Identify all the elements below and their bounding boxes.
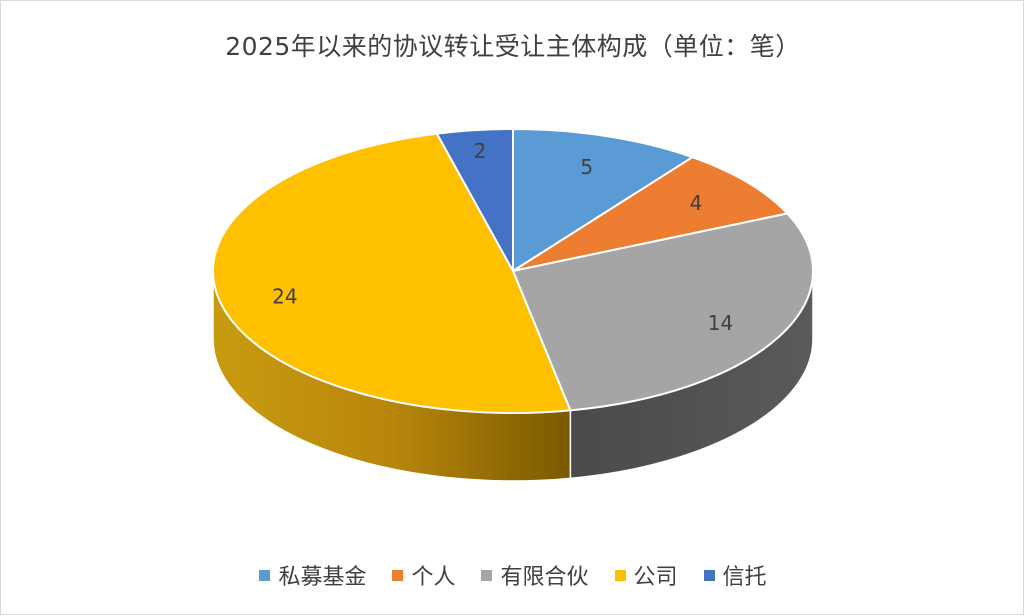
legend-swatch-4	[614, 569, 626, 581]
legend-label-3: 有限合伙	[500, 565, 589, 590]
legend-item-4: 公司	[614, 559, 678, 591]
pie-slice-4	[212, 132, 572, 414]
legend-item-2: 个人	[392, 559, 455, 591]
legend-label-1: 私募基金	[278, 565, 367, 590]
data-label-2: 4	[690, 191, 703, 215]
legend-label-5: 信托	[722, 565, 767, 590]
legend: 私募基金 个人 有限合伙 公司 信托	[1, 559, 1024, 591]
pie-slice-1	[512, 128, 694, 272]
data-label-1: 5	[580, 155, 593, 179]
data-label-5: 2	[474, 139, 487, 163]
legend-swatch-5	[703, 569, 715, 581]
pie-slice-3	[512, 212, 814, 412]
pie-slice-5	[435, 128, 514, 272]
chart-title: 2025年以来的协议转让受让主体构成（单位：笔）	[225, 32, 801, 61]
legend-item-1: 私募基金	[259, 559, 366, 591]
data-label-3: 14	[708, 311, 733, 335]
legend-item-5: 信托	[703, 559, 767, 591]
legend-label-4: 公司	[633, 565, 678, 590]
pie-slice-2	[512, 156, 789, 272]
legend-swatch-3	[481, 569, 493, 581]
legend-label-2: 个人	[411, 565, 456, 590]
legend-item-3: 有限合伙	[481, 559, 589, 591]
legend-swatch-2	[392, 569, 404, 581]
legend-swatch-1	[259, 569, 271, 581]
data-label-4: 24	[272, 285, 297, 309]
